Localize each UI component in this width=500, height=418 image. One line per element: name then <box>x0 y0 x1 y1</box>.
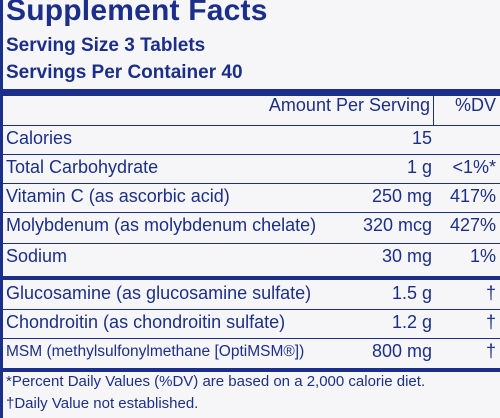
footer-divider-thick <box>3 368 500 372</box>
row-divider <box>3 125 500 126</box>
row-divider <box>3 243 500 244</box>
nutrient-name: Total Carbohydrate <box>6 157 159 177</box>
nutrient-row-molybdenum: Molybdenum (as molybdenum chelate) 320 m… <box>3 212 500 242</box>
nutrient-name: Glucosamine (as glucosamine sulfate) <box>6 283 312 303</box>
left-border <box>0 0 3 418</box>
serving-size: Serving Size 3 Tablets <box>6 35 206 56</box>
nutrient-row-glucosamine: Glucosamine (as glucosamine sulfate) 1.5… <box>3 280 500 310</box>
panel-title: Supplement Facts <box>6 0 268 27</box>
nutrient-dv: 427% <box>449 215 496 235</box>
header-divider-thick <box>3 89 500 96</box>
nutrient-dv: † <box>485 341 496 361</box>
nutrient-amount: 250 mg <box>371 186 432 206</box>
nutrient-row-vitamin-c: Vitamin C (as ascorbic acid) 250 mg 417% <box>3 183 500 213</box>
nutrient-amount: 320 mcg <box>362 215 432 235</box>
nutrient-name: MSM (methylsulfonylmethane [OptiMSM®]) <box>6 343 305 360</box>
nutrient-name: Molybdenum (as molybdenum chelate) <box>6 215 317 235</box>
section-divider-thick <box>3 276 500 280</box>
dv-header: %DV <box>454 95 496 115</box>
row-divider <box>3 309 500 310</box>
nutrient-name: Chondroitin (as chondroitin sulfate) <box>6 312 286 332</box>
nutrient-dv: <1%* <box>452 157 496 177</box>
row-divider <box>3 338 500 339</box>
nutrient-dv: † <box>485 283 496 303</box>
nutrient-amount: 1 g <box>406 157 432 177</box>
row-divider <box>3 212 500 213</box>
footnote-daily-value-not-established: †Daily Value not established. <box>6 395 199 412</box>
nutrient-row-chondroitin: Chondroitin (as chondroitin sulfate) 1.2… <box>3 309 500 339</box>
nutrient-name: Vitamin C (as ascorbic acid) <box>6 186 230 206</box>
nutrient-row-msm: MSM (methylsulfonylmethane [OptiMSM®]) 8… <box>3 338 500 368</box>
nutrient-dv: 417% <box>449 186 496 206</box>
nutrient-dv: † <box>485 312 496 332</box>
nutrient-amount: 30 mg <box>381 246 432 266</box>
row-divider <box>3 154 500 155</box>
nutrient-amount: 800 mg <box>371 341 432 361</box>
footnote-percent-daily-values: *Percent Daily Values (%DV) are based on… <box>6 373 426 390</box>
nutrient-amount: 1.5 g <box>391 283 432 303</box>
nutrient-amount: 15 <box>411 128 432 148</box>
amount-per-serving-header: Amount Per Serving <box>268 95 430 115</box>
row-divider <box>3 183 500 184</box>
nutrient-row-sodium: Sodium 30 mg 1% <box>3 243 500 273</box>
servings-per-container: Servings Per Container 40 <box>6 62 243 83</box>
nutrient-row-calories: Calories 15 <box>3 125 500 155</box>
nutrient-dv: 1% <box>469 246 496 266</box>
nutrient-row-total-carbohydrate: Total Carbohydrate 1 g <1%* <box>3 154 500 184</box>
column-divider <box>433 96 434 126</box>
nutrient-amount: 1.2 g <box>391 312 432 332</box>
nutrient-name: Calories <box>6 128 73 148</box>
nutrient-name: Sodium <box>6 246 68 266</box>
